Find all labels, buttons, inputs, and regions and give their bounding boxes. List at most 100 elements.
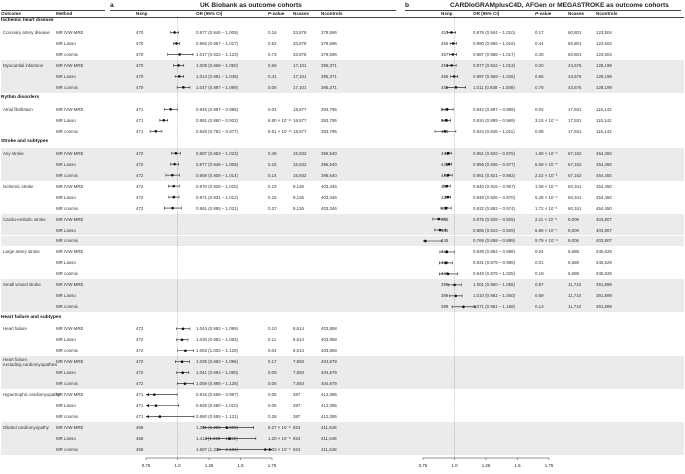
estimate-point xyxy=(153,393,156,396)
ncontrols-cell: 378,596 xyxy=(321,51,337,57)
method-label: MR IVW-MRE xyxy=(56,326,84,332)
x-tick-label: 1.25 xyxy=(204,463,214,468)
x-tick-label: 0.75 xyxy=(141,463,151,468)
nsnp-cell: 472 xyxy=(136,326,144,332)
nsnp-cell: 471 xyxy=(136,106,144,112)
ci-arrow-low xyxy=(146,404,149,408)
method-label: MR conmix xyxy=(56,84,78,90)
nsnp-cell: 472 xyxy=(136,381,144,387)
nsnp-cell: 470 xyxy=(136,40,144,46)
nsnp-cell: 472 xyxy=(136,183,144,189)
p-value-cell: 0.01 xyxy=(535,260,544,266)
ncontrols-cell: 391,899 xyxy=(596,293,612,299)
estimate-point xyxy=(169,107,172,111)
ncontrols-cell: 123,504 xyxy=(596,40,612,46)
estimate-point xyxy=(171,173,174,177)
nsnp-cell: 472 xyxy=(136,337,144,343)
col-header-p-b: P-value xyxy=(535,11,551,17)
ncases-cell: 15,932 xyxy=(293,150,307,156)
ncases-cell: 824 xyxy=(293,447,301,452)
ncases-cell: 60,801 xyxy=(568,29,582,35)
nsnp-cell: 472 xyxy=(136,348,144,354)
ncases-cell: 8,614 xyxy=(293,326,304,332)
ncases-cell: 17,931 xyxy=(568,106,582,112)
p-value-cell: 4.03 × 10⁻⁵ xyxy=(268,447,291,452)
estimate-point xyxy=(424,239,427,243)
x-tick-label: 1.75 xyxy=(267,463,277,468)
p-value-cell: 0.40 xyxy=(535,51,544,57)
method-label: MR IVW-MRE xyxy=(56,183,84,189)
nsnp-cell: 399 xyxy=(441,304,449,310)
or-cell: 1.047 (0.997 – 1.099) xyxy=(196,84,238,90)
ncases-cell: 60,801 xyxy=(568,51,582,57)
p-value-cell: 0.27 xyxy=(268,205,277,211)
p-value-cell: 0.78 xyxy=(535,84,544,90)
estimate-point xyxy=(454,86,458,89)
p-value-cell: 0.19 xyxy=(535,271,544,277)
ncontrols-cell: 128,199 xyxy=(596,62,612,68)
p-value-cell: 5.68 × 10⁻⁵ xyxy=(535,161,558,167)
or-cell: 0.949 (0.879 – 1.025) xyxy=(473,271,515,277)
estimate-point xyxy=(178,53,181,56)
col-header-outcome: Outcome xyxy=(1,10,21,16)
method-label: MR Lasso xyxy=(56,117,76,123)
p-value-cell: 0.05 xyxy=(268,392,277,398)
ncases-cell: 18,677 xyxy=(293,128,307,134)
or-cell: 0.860 (0.655 – 1.131) xyxy=(196,414,238,420)
ncontrols-cell: 345,629 xyxy=(596,249,612,255)
nsnp-cell: 445 xyxy=(441,238,449,244)
estimate-point xyxy=(445,107,449,111)
estimate-point xyxy=(227,437,231,440)
ncases-cell: 9,126 xyxy=(293,194,304,200)
nsnp-cell: 441 xyxy=(441,161,449,167)
row-shade xyxy=(1,422,684,434)
method-label: MR conmix xyxy=(56,51,78,57)
ncases-cell: 7,593 xyxy=(293,381,304,387)
estimate-point xyxy=(180,338,184,342)
or-cell: 0.946 (0.897 – 0.998) xyxy=(196,106,238,112)
nsnp-cell: 470 xyxy=(136,62,144,68)
row-shade xyxy=(1,213,684,225)
method-label: MR IVW-MRE xyxy=(56,249,84,255)
estimate-point xyxy=(180,360,184,364)
p-value-cell: 0.04 xyxy=(268,348,277,354)
p-value-cell: 0.17 xyxy=(268,359,277,365)
p-value-cell: 0.06 xyxy=(268,381,277,387)
method-label: MR conmix xyxy=(56,447,78,452)
ncontrols-cell: 403,807 xyxy=(596,227,612,233)
ncontrols-cell: 378,596 xyxy=(321,29,337,35)
or-cell: 0.951 (0.921 – 0.982) xyxy=(473,172,515,178)
or-cell: 1.008 (0.968 – 1.050) xyxy=(196,62,238,68)
or-cell: 0.828 (0.782 – 0.877) xyxy=(196,128,238,134)
row-shade xyxy=(1,235,684,247)
or-cell: 0.977 (0.942 – 1.013) xyxy=(473,62,515,68)
row-shade xyxy=(1,290,684,302)
p-value-cell: 2.11 × 10⁻⁶ xyxy=(535,216,558,222)
ncases-cell: 7,593 xyxy=(293,359,304,365)
p-value-cell: 0.14 xyxy=(268,172,277,178)
outcome-label: Heart failure, xyxy=(3,356,29,362)
p-value-cell: 0.85 xyxy=(535,73,544,79)
estimate-point xyxy=(171,206,174,210)
nsnp-cell: 472 xyxy=(136,194,144,200)
x-tick-label: 1.5 xyxy=(514,463,521,468)
ncases-cell: 9,126 xyxy=(293,205,304,211)
or-cell: 0.829 (0.680 – 1.010) xyxy=(196,403,238,409)
row-shade xyxy=(1,378,684,390)
outcome-label: Atrial fibrillation xyxy=(3,106,33,112)
estimate-point xyxy=(158,415,162,418)
ncontrols-cell: 454,450 xyxy=(596,161,612,167)
ncontrols-cell: 393,795 xyxy=(321,106,337,112)
row-shade xyxy=(1,169,684,181)
row-shade xyxy=(1,81,684,93)
ncontrols-cell: 403,346 xyxy=(321,183,337,189)
estimate-point xyxy=(454,294,458,298)
ncontrols-cell: 412,085 xyxy=(321,392,337,398)
estimate-point xyxy=(444,261,448,265)
method-label: MR IVW-MRE xyxy=(56,29,84,35)
method-label: MR conmix xyxy=(56,172,78,178)
method-label: MR Lasso xyxy=(56,337,76,343)
p-value-cell: 3.15 × 10⁻⁴ xyxy=(535,117,558,123)
method-label: MR Lasso xyxy=(56,403,76,409)
ncases-cell: 387 xyxy=(293,403,301,409)
